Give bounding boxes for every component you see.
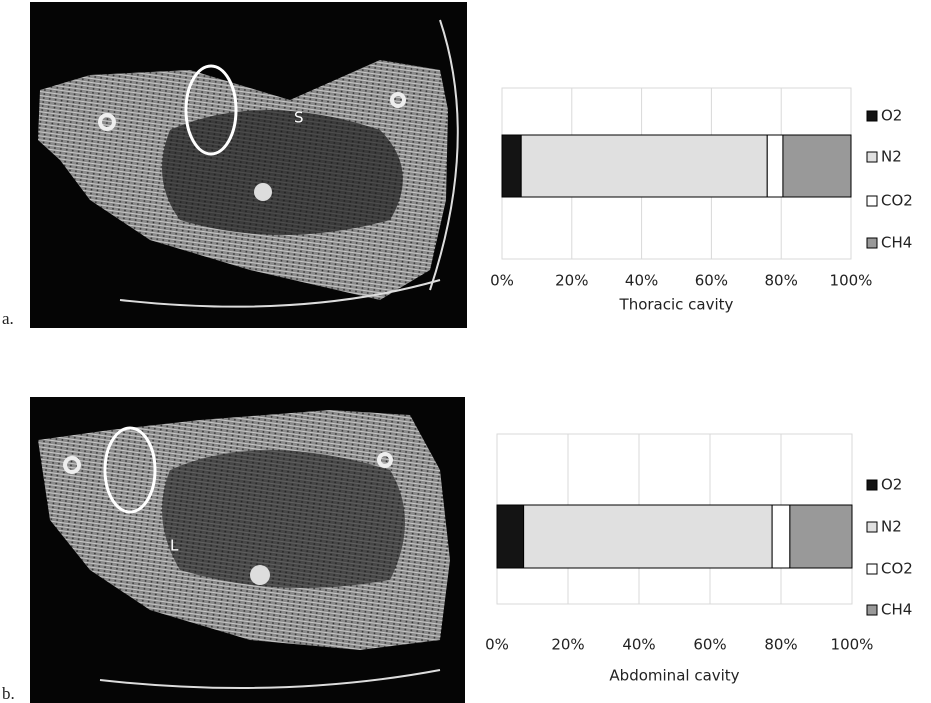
- x-axis-title: Thoracic cavity: [619, 296, 734, 314]
- legend-label: O2: [881, 476, 902, 494]
- bar-segment: [497, 505, 524, 568]
- x-tick-label: 60%: [695, 272, 728, 290]
- legend-label: N2: [881, 148, 902, 166]
- bar-segment: [790, 505, 852, 568]
- figure: S L a. b. 0% 20% 40% 60% 80% 100% Thoracic cav…: [0, 0, 931, 703]
- bar-segment: [783, 135, 851, 197]
- panel-label: b.: [2, 684, 15, 703]
- bar-segment: [524, 505, 773, 568]
- ct-image: [30, 2, 467, 328]
- legend-label: CO2: [881, 560, 913, 578]
- legend-swatch: [867, 238, 877, 248]
- x-tick-label: 60%: [693, 636, 726, 654]
- x-tick-label: 40%: [622, 636, 655, 654]
- bar-segment: [767, 135, 783, 197]
- legend-swatch: [867, 522, 877, 532]
- x-tick-label: 100%: [830, 272, 873, 290]
- x-tick-label: 20%: [551, 636, 584, 654]
- x-tick-label: 0%: [490, 272, 514, 290]
- bar-segment: [521, 135, 767, 197]
- x-tick-label: 80%: [764, 636, 797, 654]
- x-axis-title: Abdominal cavity: [609, 667, 739, 685]
- x-tick-label: 40%: [625, 272, 658, 290]
- panel-label: a.: [2, 309, 14, 328]
- legend-label: CH4: [881, 234, 912, 252]
- x-tick-label: 20%: [555, 272, 588, 290]
- bar-segment: [772, 505, 790, 568]
- x-tick-label: 0%: [485, 636, 509, 654]
- legend-swatch: [867, 480, 877, 490]
- legend-label: CH4: [881, 601, 912, 619]
- ct-image: [30, 397, 465, 703]
- legend-swatch: [867, 152, 877, 162]
- image-label: L: [170, 537, 179, 555]
- bar-segment: [502, 135, 521, 197]
- legend-label: O2: [881, 107, 902, 125]
- legend-swatch: [867, 564, 877, 574]
- legend-swatch: [867, 196, 877, 206]
- x-tick-label: 80%: [765, 272, 798, 290]
- legend-label: CO2: [881, 192, 913, 210]
- legend-swatch: [867, 111, 877, 121]
- legend-label: N2: [881, 518, 902, 536]
- page: S L a. b. 0% 20% 40% 60% 80% 100% Thoracic cav…: [0, 0, 931, 703]
- image-label: S: [294, 109, 304, 127]
- x-tick-label: 100%: [831, 636, 874, 654]
- legend-swatch: [867, 605, 877, 615]
